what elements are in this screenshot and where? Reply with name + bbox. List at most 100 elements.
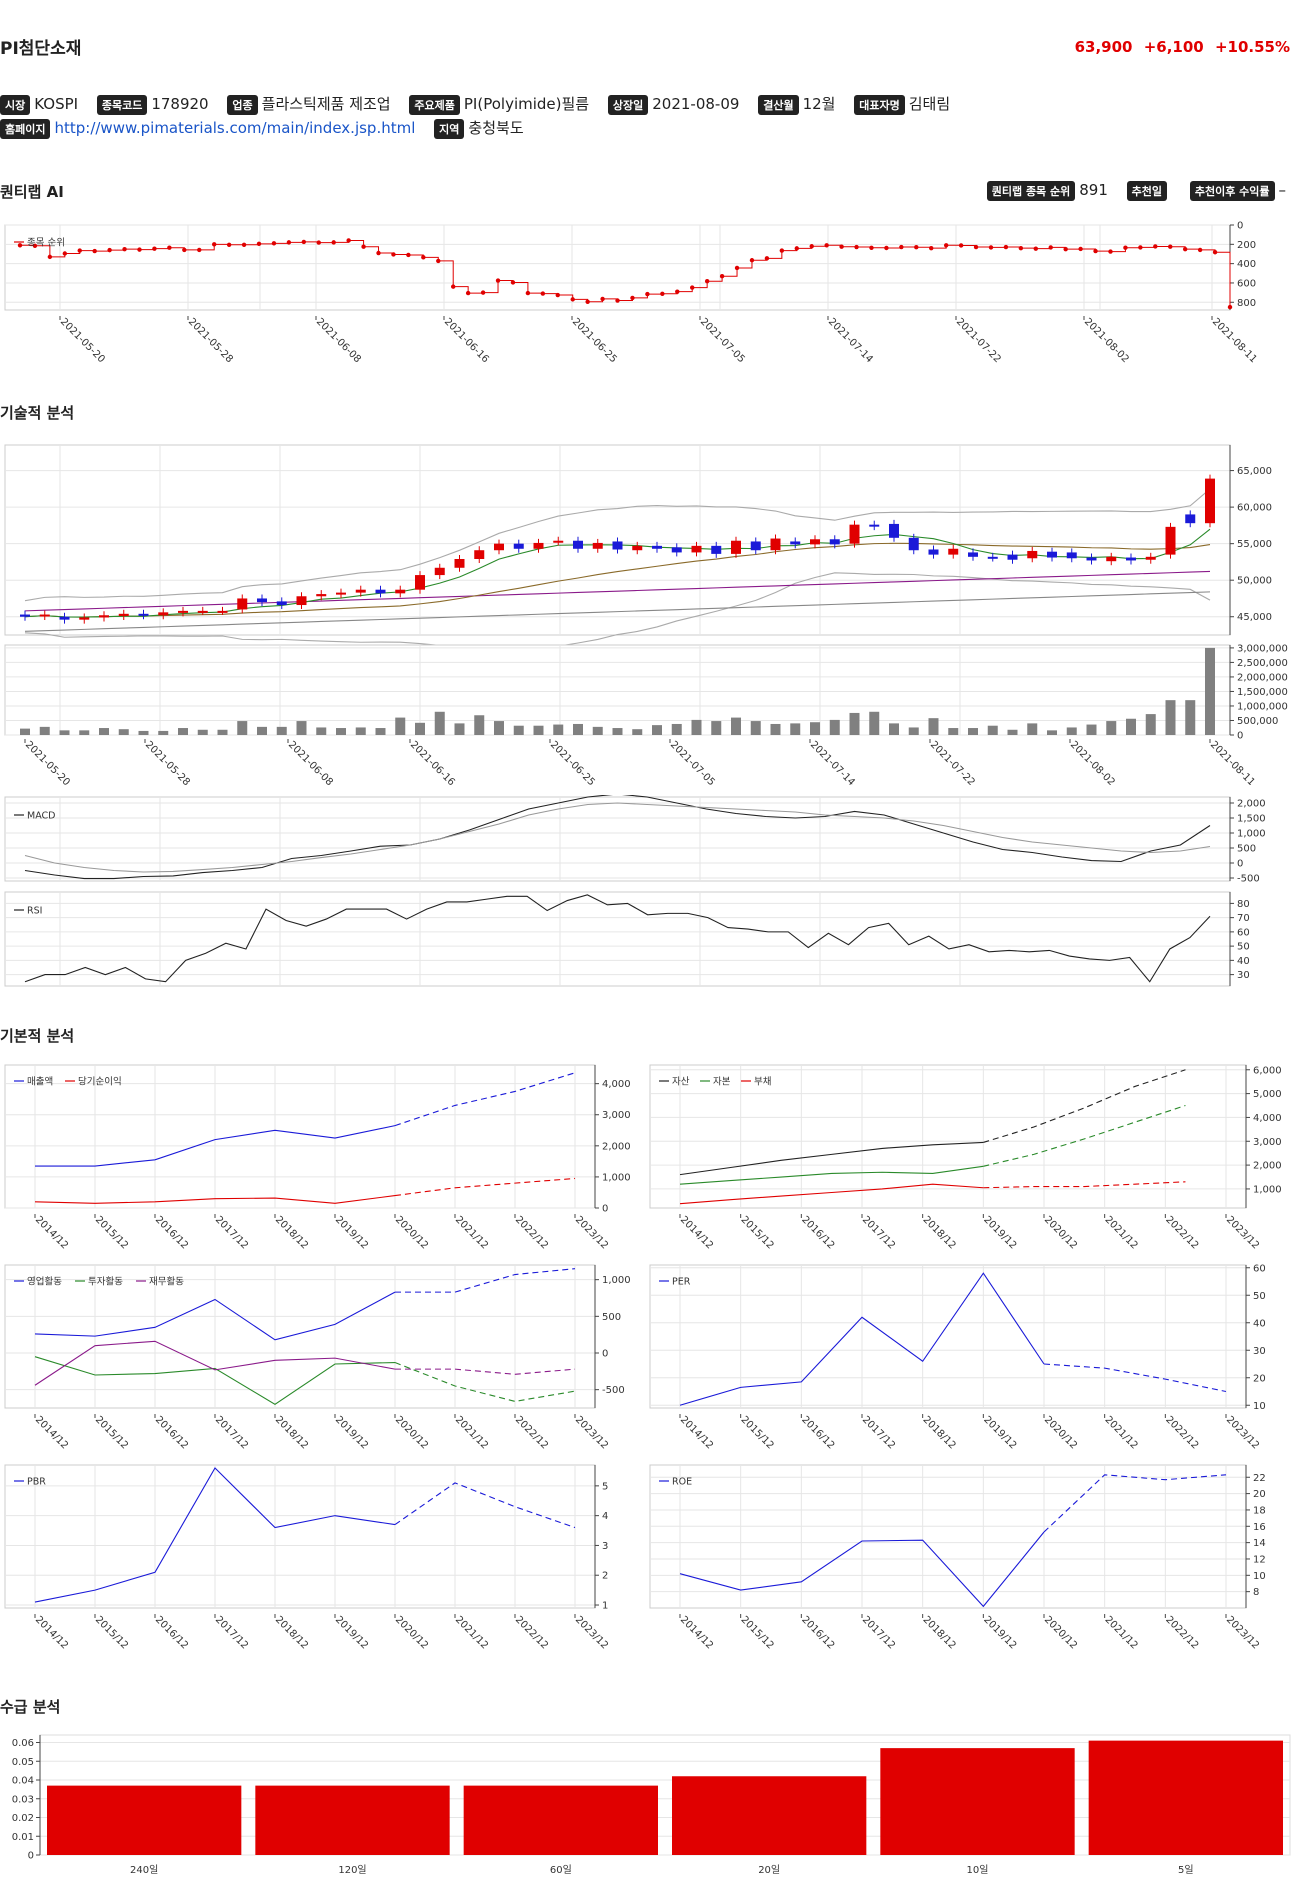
candle-body (454, 559, 465, 568)
rank-point (630, 295, 635, 301)
rank-point (480, 290, 486, 295)
rank-point (226, 242, 232, 248)
rank-value: 891 (1079, 181, 1108, 199)
series-line (34, 1340, 396, 1386)
candle-body (750, 541, 761, 551)
candle-body (138, 613, 149, 616)
volume-bar (810, 722, 820, 735)
y-tick-label: 2 (602, 1571, 608, 1582)
candle-body (217, 610, 228, 613)
y-tick-label: 0.03 (12, 1794, 34, 1805)
series-line (35, 1125, 396, 1167)
volume-bar (1165, 700, 1176, 735)
x-tick-label: 2023/12 (573, 1614, 610, 1651)
supply-bar (672, 1776, 867, 1855)
rank-point (794, 246, 799, 251)
rank-point (1212, 250, 1218, 255)
x-tick-label: 2021-06-08 (314, 316, 363, 365)
rank-point (137, 247, 142, 252)
rank-point (451, 284, 456, 289)
candle-body (632, 545, 643, 551)
rank-point (690, 285, 695, 290)
indicator-line (24, 894, 1211, 983)
x-tick-label: 20일 (758, 1864, 780, 1876)
y-tick-label: 60 (1253, 1263, 1266, 1274)
candle-body (790, 541, 801, 545)
rank-point (92, 248, 97, 254)
rank-point (645, 291, 650, 297)
rank-point (271, 241, 277, 246)
volume-bar (158, 730, 169, 735)
series-line (679, 1165, 984, 1185)
legend-label: MACD (27, 811, 55, 822)
rank-point (570, 297, 575, 302)
volume-bar (1185, 700, 1196, 735)
candle-body (99, 615, 109, 618)
volume-bar (612, 728, 623, 735)
rank-point (600, 296, 605, 302)
x-tick-label: 2022/12 (1163, 1214, 1200, 1251)
fiscal-label: 결산월 (758, 95, 799, 115)
market-label: 시장 (0, 95, 31, 115)
volume-bar (671, 723, 682, 735)
candle-body (178, 610, 188, 613)
volume-bar (770, 723, 781, 735)
volume-bar (632, 729, 643, 735)
x-tick-label: 2021-07-22 (928, 739, 977, 785)
rank-point (256, 241, 262, 247)
rank-point (660, 291, 665, 296)
x-tick-label: 2021/12 (453, 1414, 490, 1451)
rank-point (869, 245, 874, 250)
x-tick-label: 2021/12 (1103, 1214, 1140, 1251)
volume-bar (355, 727, 366, 735)
y-tick-label: 200 (1237, 240, 1256, 251)
y-tick-label: 10 (1253, 1401, 1266, 1412)
rank-point (167, 245, 172, 250)
series-line (679, 1141, 984, 1176)
x-tick-label: 2017/12 (213, 1214, 250, 1251)
homepage-link[interactable]: http://www.pimaterials.com/main/index.js… (54, 119, 416, 137)
y-tick-label: 30 (1237, 970, 1250, 981)
x-tick-label: 2021-08-02 (1068, 739, 1117, 785)
x-tick-label: 2016/12 (799, 1614, 836, 1651)
candle-body (731, 540, 741, 554)
forecast-line (395, 1268, 576, 1293)
rank-point (585, 299, 590, 304)
x-tick-label: 2021-05-20 (58, 316, 107, 365)
y-tick-label: 0.05 (12, 1757, 34, 1768)
rank-point (421, 255, 426, 260)
candle-body (158, 612, 169, 616)
plot-area (39, 1734, 1291, 1856)
legend-label: 부채 (754, 1077, 771, 1088)
series-line (34, 1356, 396, 1405)
y-tick-label: 60,000 (1237, 503, 1272, 514)
candle-body (375, 589, 386, 594)
y-tick-label: 0 (28, 1851, 34, 1862)
candle-body (474, 550, 485, 559)
y-tick-label: 0 (1237, 859, 1243, 870)
volume-bar (434, 711, 445, 735)
candle-body (415, 575, 425, 590)
industry-label: 업종 (227, 95, 258, 115)
candle-body (395, 589, 406, 594)
y-tick-label: 10 (1253, 1571, 1266, 1582)
rank-point (1063, 246, 1068, 252)
x-tick-label: 2021-05-28 (186, 316, 235, 365)
homepage-label: 홈페이지 (0, 119, 51, 139)
pbr-chart: 1 2 3 4 5 PBR 2014/12 2015/12 2016/12 2017/12 2018… (4, 1464, 610, 1651)
rank-point (1003, 244, 1009, 250)
x-tick-label: 2023/12 (573, 1414, 610, 1451)
rank-point (197, 247, 202, 253)
rank-point (704, 279, 710, 284)
x-tick-label: 240일 (130, 1864, 158, 1876)
volume-bar (197, 729, 208, 735)
rank-point (1182, 246, 1188, 252)
volume-bar (1145, 714, 1156, 735)
candle-body (671, 547, 682, 553)
supply-bar (880, 1748, 1075, 1855)
x-tick-label: 2014/12 (33, 1214, 70, 1251)
y-tick-label: 0 (602, 1204, 608, 1215)
plot-area (649, 1464, 1247, 1609)
x-tick-label: 2020/12 (393, 1414, 430, 1451)
candle-body (889, 523, 899, 538)
